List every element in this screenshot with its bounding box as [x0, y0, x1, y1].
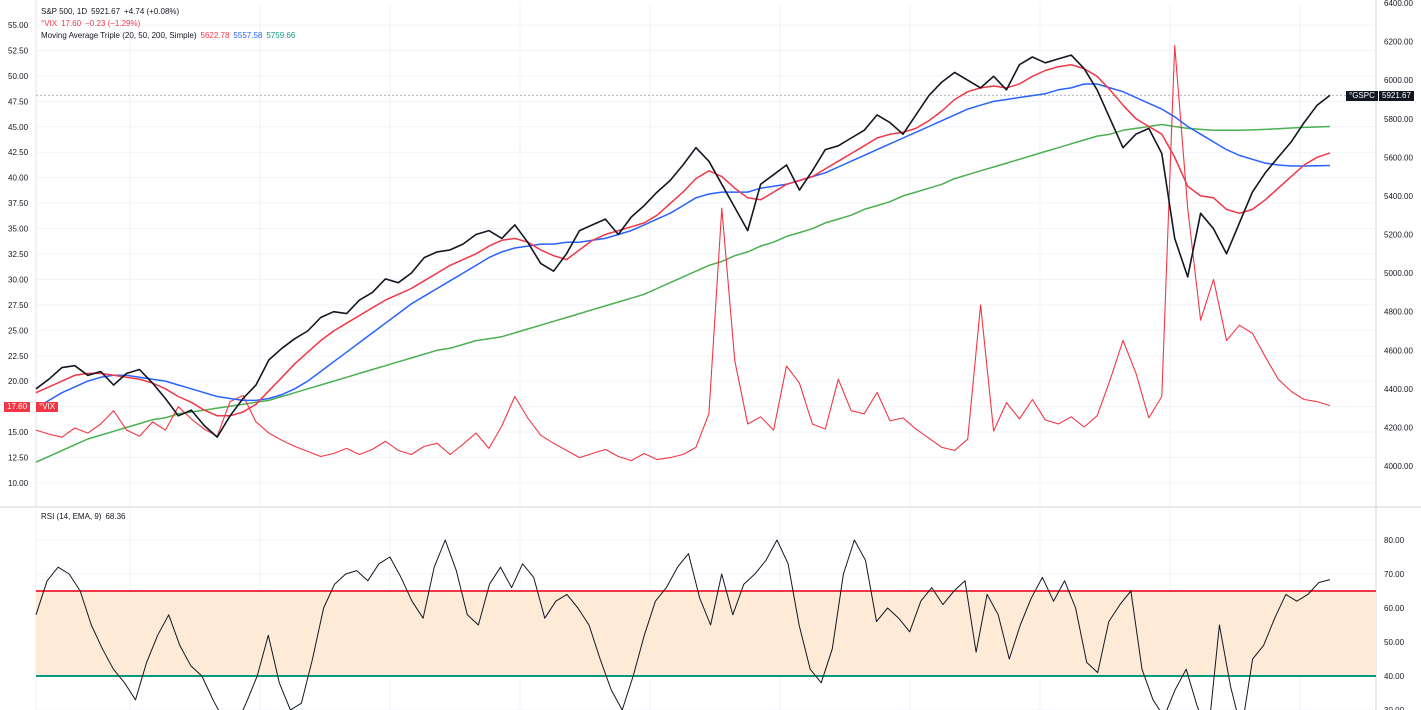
- legend-rsi: RSI (14, EMA, 9) 68.36: [41, 512, 130, 522]
- legend-vix: °VIX 17.60 −0.23 (−1.29%): [41, 19, 144, 29]
- right-tick-4: 5600.00: [1384, 153, 1413, 162]
- spx-price-tag: 5921.67: [1379, 91, 1414, 101]
- left-tick-16: 15.00: [8, 428, 29, 437]
- spx-line: [35, 54, 1331, 438]
- left-tick-9: 32.50: [8, 250, 29, 259]
- vix-symbol-tag: °VIX: [36, 402, 59, 412]
- right-tick-9: 4600.00: [1384, 346, 1413, 355]
- rsi-tick-2: 60.00: [1384, 604, 1405, 613]
- left-tick-5: 42.50: [8, 148, 29, 157]
- legend-vix-price: 17.60: [61, 19, 82, 28]
- legend-spx: S&P 500, 1D 5921.67 +4.74 (+0.08%): [41, 7, 183, 17]
- right-tick-8: 4800.00: [1384, 308, 1413, 317]
- left-tick-17: 12.50: [8, 454, 29, 463]
- legend-ma-label: Moving Average Triple (20, 50, 200, Simp…: [41, 31, 197, 40]
- rsi-tick-0: 80.00: [1384, 536, 1405, 545]
- left-tick-11: 27.50: [8, 301, 29, 310]
- right-tick-3: 5800.00: [1384, 115, 1413, 124]
- left-tick-12: 25.00: [8, 326, 29, 335]
- ma50-line: [35, 83, 1331, 409]
- right-tick-6: 5200.00: [1384, 231, 1413, 240]
- rsi-tick-3: 50.00: [1384, 638, 1405, 647]
- right-tick-5: 5400.00: [1384, 192, 1413, 201]
- legend-vix-change: −0.23 (−1.29%): [85, 19, 141, 28]
- rsi-tick-4: 40.00: [1384, 672, 1405, 681]
- vix-line: [35, 44, 1331, 462]
- legend-ma20: 5622.78: [200, 31, 230, 40]
- legend-rsi-value: 68.36: [105, 512, 126, 521]
- left-tick-3: 47.50: [8, 97, 29, 106]
- right-tick-0: 6400.00: [1384, 0, 1413, 8]
- rsi-tick-1: 70.00: [1384, 570, 1405, 579]
- right-tick-10: 4400.00: [1384, 385, 1413, 394]
- legend-rsi-label: RSI (14, EMA, 9): [41, 512, 102, 521]
- rsi-axis: 80.00 70.00 60.00 50.00 40.00 30.00: [1384, 536, 1405, 710]
- legend-ma200: 5759.66: [266, 31, 296, 40]
- left-tick-7: 37.50: [8, 199, 29, 208]
- right-axis: 6400.00 6200.00 6000.00 5800.00 5600.00 5400.…: [1384, 0, 1413, 471]
- left-tick-4: 45.00: [8, 123, 29, 132]
- left-tick-10: 30.00: [8, 275, 29, 284]
- left-tick-1: 52.50: [8, 46, 29, 55]
- left-tick-13: 22.50: [8, 352, 29, 361]
- rsi-line: [35, 539, 1331, 710]
- legend-spx-price: 5921.67: [91, 7, 121, 16]
- spx-symbol-tag: °GSPC: [1346, 91, 1378, 101]
- right-tick-1: 6200.00: [1384, 38, 1413, 47]
- right-tick-2: 6000.00: [1384, 76, 1413, 85]
- right-tick-7: 5000.00: [1384, 269, 1413, 278]
- legend-ma50: 5557.58: [233, 31, 263, 40]
- vix-price-tag: 17.60: [4, 402, 31, 412]
- rsi-tick-5: 30.00: [1384, 706, 1405, 710]
- ma200-line: [35, 123, 1331, 463]
- legend-ma: Moving Average Triple (20, 50, 200, Simp…: [41, 31, 299, 41]
- legend-spx-symbol: S&P 500, 1D: [41, 7, 88, 16]
- legend-spx-change: +4.74 (+0.08%): [124, 7, 180, 16]
- left-tick-14: 20.00: [8, 377, 29, 386]
- right-tick-12: 4000.00: [1384, 462, 1413, 471]
- left-tick-6: 40.00: [8, 174, 29, 183]
- legend-vix-symbol: °VIX: [41, 19, 58, 28]
- left-tick-18: 10.00: [8, 479, 29, 488]
- left-tick-8: 35.00: [8, 225, 29, 234]
- left-tick-0: 55.00: [8, 21, 29, 30]
- ma20-line: [35, 63, 1331, 417]
- right-tick-11: 4200.00: [1384, 423, 1413, 432]
- left-tick-2: 50.00: [8, 72, 29, 81]
- left-axis: 55.00 52.50 50.00 47.50 45.00 42.50 40.00 37.50…: [8, 21, 29, 488]
- rsi-band: [36, 591, 1376, 676]
